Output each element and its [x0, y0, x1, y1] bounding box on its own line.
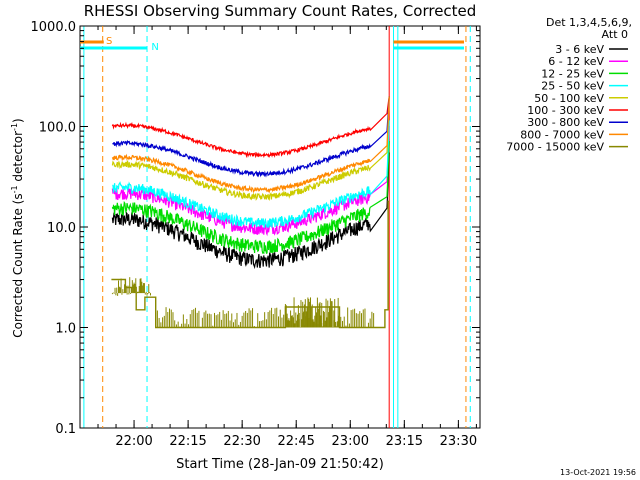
series-line-3 [112, 120, 390, 229]
x-tick-label: 23:30 [440, 434, 477, 449]
y-tick-label: 1.0 [55, 322, 76, 337]
y-tick-label: 1000.0 [31, 20, 77, 35]
y-axis-label-main: Corrected Count Rate (s [11, 193, 25, 337]
series-line-4 [111, 96, 390, 201]
legend-label: 6 - 12 keV [548, 55, 604, 68]
x-tick-label: 22:00 [115, 434, 152, 449]
y-axis-label: Corrected Count Rate (s-1 detector-1) [10, 118, 25, 337]
y-tick-label: 10.0 [47, 221, 76, 236]
s-marker-label: S [106, 36, 112, 47]
series-line-6 [112, 96, 390, 178]
chart-title: RHESSI Observing Summary Count Rates, Co… [84, 2, 477, 20]
y-tick-label: 0.1 [55, 422, 76, 437]
x-tick-label: 23:00 [332, 434, 369, 449]
series-line-7 [111, 96, 390, 194]
legend-label: 100 - 300 keV [527, 104, 604, 117]
legend-label: 3 - 6 keV [555, 43, 604, 56]
series-line-2 [111, 141, 390, 255]
legend-label: 25 - 50 keV [541, 80, 604, 93]
y-axis-label-sup1: -1 [10, 185, 19, 193]
y-axis: 0.1 1.0 10.0 100.0 1000.0 [31, 20, 480, 437]
plot-area: SN [79, 25, 481, 429]
x-tick-label: 22:45 [277, 434, 314, 449]
y-axis-label-mid: detector [11, 131, 25, 186]
legend-label: 300 - 800 keV [527, 116, 604, 129]
x-tick-label: 22:30 [223, 434, 260, 449]
x-axis-label: Start Time (28-Jan-09 21:50:42) [176, 457, 384, 472]
legend-label: 7000 - 15000 keV [506, 141, 604, 154]
legend-header-detectors: Det 1,3,4,5,6,9, [546, 16, 632, 29]
x-axis: 22:00 22:15 22:30 22:45 23:00 23:15 23:30 [97, 26, 477, 449]
legend-label: 12 - 25 keV [541, 67, 604, 80]
x-tick-label: 23:15 [386, 434, 423, 449]
n-marker-label: N [151, 42, 158, 53]
x-tick-label: 22:15 [169, 434, 206, 449]
y-axis-label-sup2: -1 [10, 123, 19, 131]
y-axis-label-end: ) [11, 118, 25, 123]
legend-label: 800 - 7000 keV [520, 128, 604, 141]
legend-header-attenuator: Att 0 [602, 28, 628, 41]
series-line-5 [111, 96, 390, 159]
y-tick-label: 100.0 [39, 121, 76, 136]
series-line-1 [111, 126, 390, 237]
footer-date: 13-Oct-2021 19:56 [560, 468, 636, 477]
legend-label: 50 - 100 keV [534, 92, 604, 105]
